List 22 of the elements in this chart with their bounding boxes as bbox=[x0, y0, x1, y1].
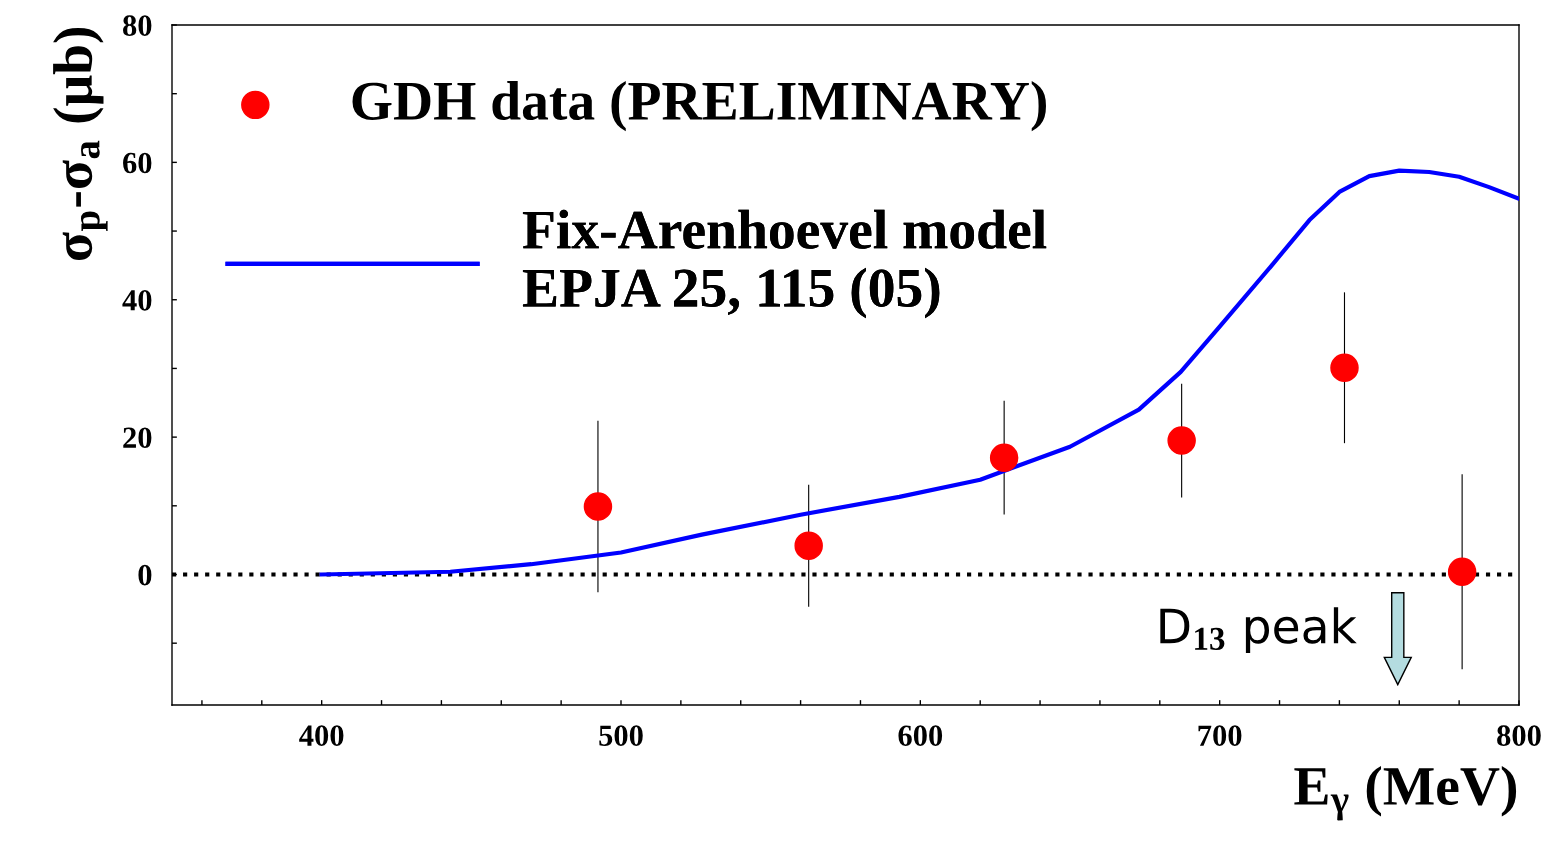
x-tick-label: 400 bbox=[299, 725, 344, 746]
point bbox=[1447, 557, 1477, 586]
point bbox=[583, 492, 613, 521]
y-tick-label: 20 bbox=[123, 427, 152, 449]
line-series bbox=[319, 168, 1519, 577]
annotation: D$_{13}$ peak bbox=[1160, 607, 1357, 653]
y-tick-label: 60 bbox=[123, 152, 152, 174]
x-axis-title: E$_{γ}$ (MeV) bbox=[1294, 766, 1517, 821]
point bbox=[1167, 426, 1196, 455]
y-axis-title: σ$_{p}$-σ$_{a}$ (μb) bbox=[53, 27, 108, 261]
x-tick-label: 700 bbox=[1198, 725, 1242, 746]
x-tick-label: 800 bbox=[1497, 725, 1541, 746]
point bbox=[989, 443, 1019, 472]
x-tick-label: 500 bbox=[599, 725, 643, 746]
y-tick-label: 40 bbox=[122, 290, 152, 311]
legend-label: Fix-Arenhoevel model EPJA 25, 115 (05) bbox=[522, 209, 1047, 319]
y-tick-label: 80 bbox=[123, 15, 152, 36]
x-tick-label: 600 bbox=[898, 725, 943, 746]
y-tick-label: 0 bbox=[138, 564, 152, 586]
point bbox=[794, 531, 823, 560]
legend-label: GDH data (PRELIMINARY) bbox=[352, 80, 1046, 132]
point bbox=[1330, 353, 1359, 382]
